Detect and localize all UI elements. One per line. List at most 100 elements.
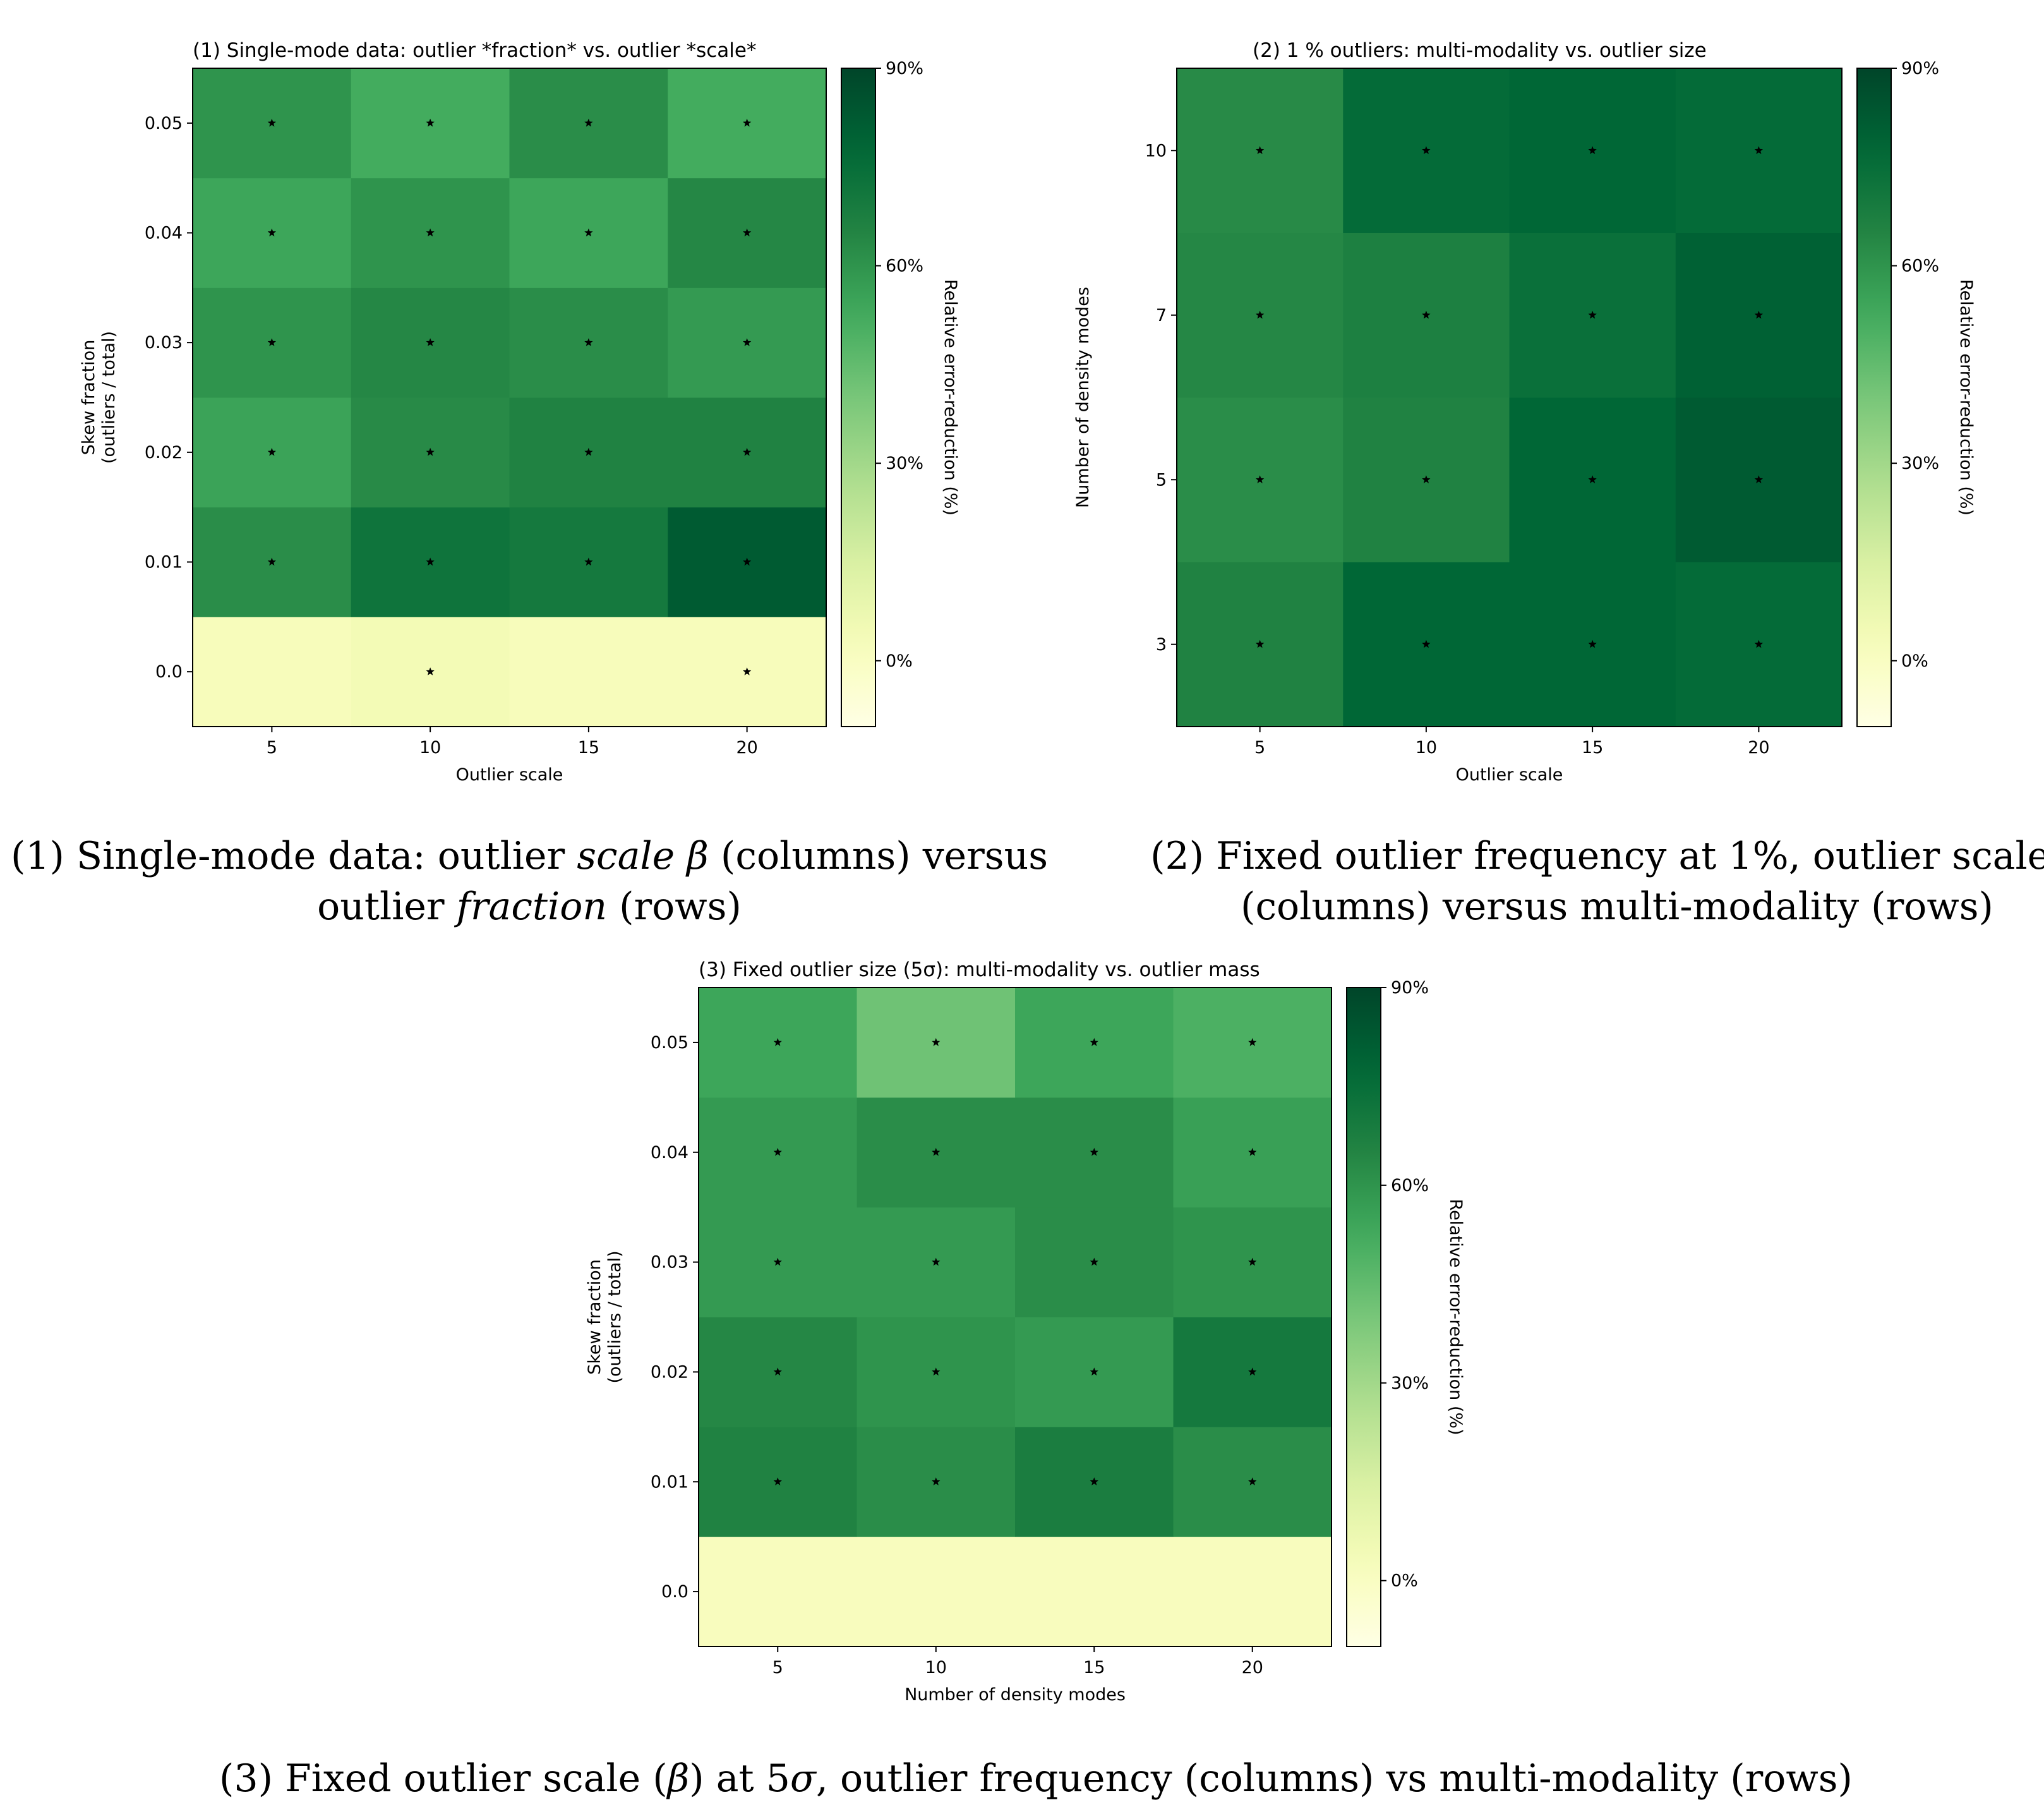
colorbar-tick-label: 90% [1391, 978, 1429, 998]
significance-star-marker [1754, 639, 1763, 648]
chart-title: (1) Single-mode data: outlier *fraction*… [193, 39, 757, 62]
chart-title: (2) 1 % outliers: multi-modality vs. out… [1253, 39, 1707, 62]
significance-star-marker [932, 1147, 941, 1156]
plot-frame [192, 68, 827, 727]
significance-star-marker [1588, 639, 1597, 648]
colorbar-label: Relative error-reduction (%) [941, 279, 960, 516]
chart-title: (3) Fixed outlier size (5σ): multi-modal… [699, 958, 1260, 981]
y-axis-label: (outliers / total) [99, 331, 119, 464]
heatmap-cell [699, 1537, 857, 1647]
significance-star-marker [773, 1257, 782, 1266]
colorbar-tick-label: 0% [1901, 651, 1928, 671]
heatmap-panel-3: 5 10 15 20 0.0 0.01 0.02 0.03 0.04 0.05 (3) Fixed … [585, 958, 1465, 1705]
colorbar [1856, 68, 1892, 727]
significance-star-marker [932, 1257, 941, 1266]
significance-star-marker [584, 228, 593, 237]
x-tick-label: 15 [1582, 738, 1603, 758]
colorbar-tick-label: 60% [1901, 257, 1939, 276]
colorbar-label: Relative error-reduction (%) [1956, 279, 1976, 516]
significance-star-marker [932, 1037, 941, 1046]
plot-frame [698, 987, 1332, 1647]
caption-1-line-2: outlier fraction (rows) [317, 885, 742, 929]
significance-star-marker [1090, 1037, 1098, 1046]
significance-star-marker [743, 338, 752, 346]
significance-star-marker [1256, 310, 1265, 319]
significance-star-marker [743, 228, 752, 237]
significance-star-marker [1422, 146, 1431, 154]
x-tick-label: 20 [1242, 1658, 1263, 1677]
y-tick-label: 0.04 [651, 1143, 688, 1163]
significance-star-marker [426, 118, 435, 127]
y-tick-label: 0.02 [651, 1362, 688, 1382]
significance-star-marker [267, 447, 276, 456]
x-axis-label: Number of density modes [905, 1685, 1126, 1705]
significance-star-marker [1422, 475, 1431, 483]
significance-star-marker [743, 557, 752, 566]
heatmap-cell [509, 617, 668, 727]
significance-star-marker [1090, 1477, 1098, 1485]
y-tick-label: 0.04 [145, 224, 183, 243]
colorbar-tick-label: 60% [1391, 1176, 1429, 1195]
x-tick-label: 15 [1083, 1658, 1105, 1677]
colorbar-label: Relative error-reduction (%) [1446, 1199, 1465, 1435]
colorbar-tick-label: 60% [886, 257, 923, 276]
x-tick-label: 10 [419, 738, 441, 758]
y-tick-label: 3 [1156, 635, 1167, 655]
significance-star-marker [1090, 1367, 1098, 1376]
y-tick-label: 7 [1156, 306, 1167, 325]
colorbar-tick-label: 30% [886, 454, 923, 473]
x-tick-label: 5 [267, 738, 277, 758]
colorbar-tick-label: 90% [886, 59, 923, 78]
significance-star-marker [1248, 1147, 1257, 1156]
y-tick-label: 0.01 [651, 1472, 688, 1492]
caption-3-line-1: (3) Fixed outlier scale (β) at 5σ, outli… [219, 1756, 1853, 1801]
heatmap-cell [1015, 1537, 1174, 1647]
caption-2-line-2: (columns) versus multi-modality (rows) [1241, 885, 1993, 929]
y-tick-label: 10 [1145, 141, 1167, 160]
x-tick-label: 15 [578, 738, 599, 758]
colorbar [1346, 987, 1381, 1647]
significance-star-marker [426, 667, 435, 675]
significance-star-marker [932, 1367, 941, 1376]
significance-star-marker [1754, 475, 1763, 483]
significance-star-marker [426, 228, 435, 237]
colorbar-tick-label: 30% [1901, 454, 1939, 473]
x-axis-label: Outlier scale [1456, 765, 1563, 785]
heatmap-panel-2: 5 10 15 20 3 5 7 10 (2) 1 % outliers: multi-moda… [1073, 39, 1976, 785]
y-tick-label: 0.03 [651, 1253, 688, 1272]
significance-star-marker [426, 557, 435, 566]
x-tick-label: 20 [736, 738, 757, 758]
y-tick-label: 0.01 [145, 553, 183, 572]
y-tick-label: 0.02 [145, 443, 183, 462]
y-axis-label: Skew fraction [585, 1259, 604, 1375]
significance-star-marker [267, 118, 276, 127]
y-axis-label: Skew fraction [79, 340, 99, 456]
colorbar-tick-label: 0% [1391, 1571, 1418, 1591]
significance-star-marker [743, 667, 752, 675]
y-tick-label: 0.05 [651, 1033, 688, 1053]
plot-frame [1176, 68, 1843, 727]
y-tick-label: 0.05 [145, 114, 183, 133]
significance-star-marker [426, 338, 435, 346]
x-tick-label: 10 [925, 1658, 947, 1677]
significance-star-marker [1256, 475, 1265, 483]
significance-star-marker [267, 228, 276, 237]
caption-2-line-1: (2) Fixed outlier frequency at 1%, outli… [1150, 834, 2044, 878]
significance-star-marker [1256, 639, 1265, 648]
significance-star-marker [267, 557, 276, 566]
significance-star-marker [584, 118, 593, 127]
significance-star-marker [773, 1367, 782, 1376]
y-axis-label: Number of density modes [1073, 287, 1093, 508]
y-tick-label: 0.0 [155, 662, 183, 682]
significance-star-marker [1422, 310, 1431, 319]
heatmap-panel-1: 5 10 15 20 0.0 0.01 0.02 0.03 0.04 0.05 (1) Single… [79, 39, 960, 785]
significance-star-marker [267, 338, 276, 346]
y-tick-label: 0.03 [145, 333, 183, 353]
significance-star-marker [773, 1477, 782, 1485]
significance-star-marker [584, 447, 593, 456]
significance-star-marker [1754, 146, 1763, 154]
significance-star-marker [743, 447, 752, 456]
significance-star-marker [1090, 1257, 1098, 1266]
significance-star-marker [1248, 1037, 1257, 1046]
